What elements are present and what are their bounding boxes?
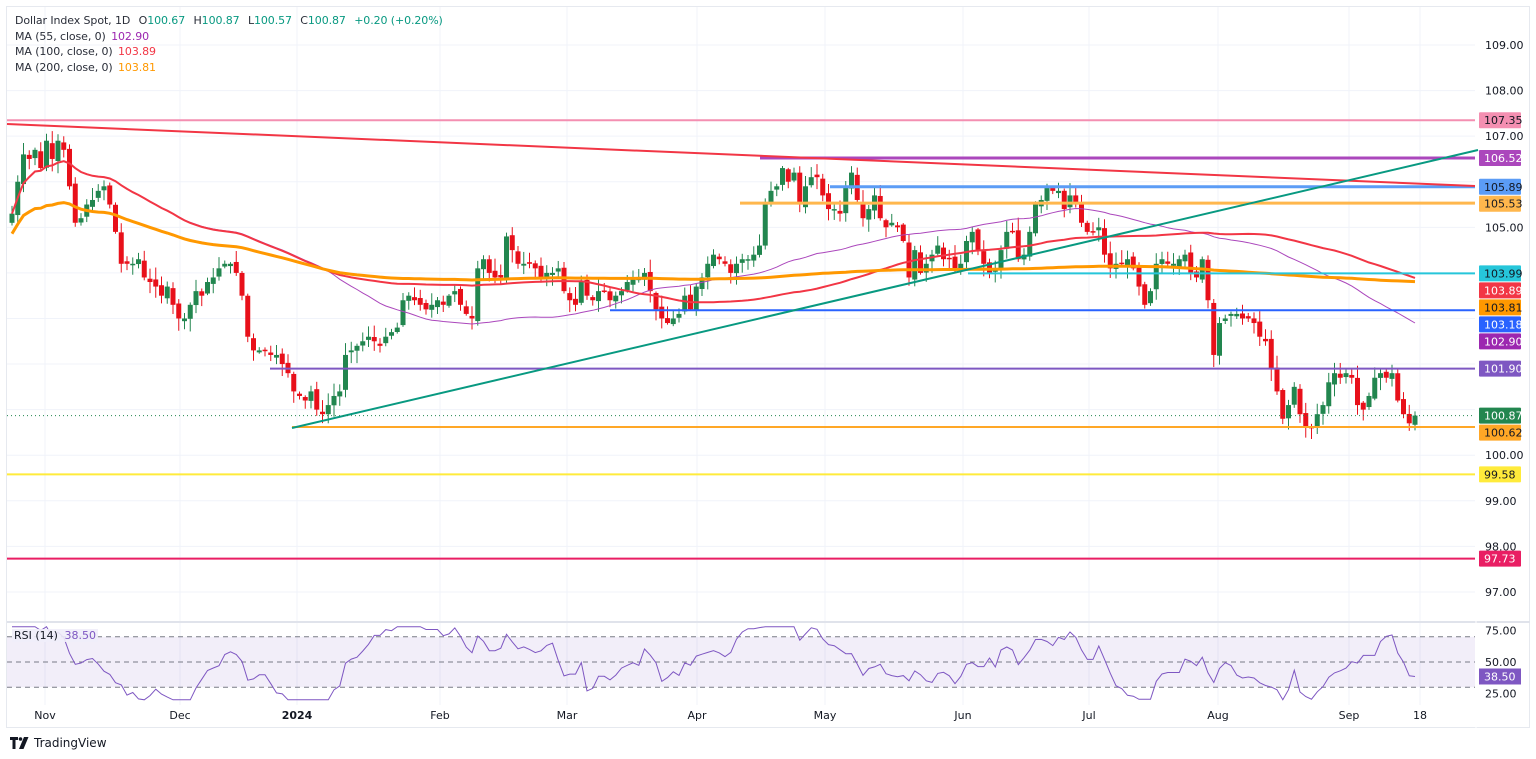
time-tick-label: 2024 [282, 709, 313, 722]
symbol-row: Dollar Index Spot, 1D O100.67 H100.87 L1… [15, 13, 443, 29]
price-tick-label: 108.00 [1485, 85, 1524, 98]
price-tag: 99.58 [1479, 466, 1521, 483]
svg-text:106.52: 106.52 [1484, 152, 1523, 165]
rsi-axis[interactable]: 75.00 50.00 25.00 38.50 [1479, 625, 1521, 701]
price-tick-label: 98.00 [1485, 540, 1517, 553]
svg-text:107.35: 107.35 [1484, 114, 1523, 127]
ohlc-close: C100.87 [300, 14, 346, 27]
svg-text:105.53: 105.53 [1484, 198, 1523, 211]
chart-frame [6, 6, 1530, 728]
indicator-label: MA (200, close, 0) [15, 60, 113, 74]
price-tag: 106.52 [1479, 150, 1523, 167]
price-tag: 103.18 [1479, 316, 1523, 333]
indicator-ma200[interactable]: MA (200, close, 0) 103.81 [15, 60, 443, 76]
time-tick-label: Feb [430, 709, 449, 722]
time-tick-label: May [814, 709, 837, 722]
price-tag: 103.81 [1479, 299, 1523, 316]
price-tick-label: 107.00 [1485, 130, 1524, 143]
time-tick-label: Apr [687, 709, 707, 722]
price-tick-label: 97.00 [1485, 586, 1517, 599]
price-tag: 100.62 [1479, 424, 1523, 441]
ascending-trendline[interactable] [291, 149, 1479, 429]
svg-text:100.87: 100.87 [1484, 410, 1523, 423]
indicator-value: 102.90 [111, 29, 150, 43]
price-tick-label: 99.00 [1485, 495, 1517, 508]
indicator-value: 103.89 [118, 45, 156, 58]
indicator-ma100[interactable]: MA (100, close, 0) 103.89 [15, 44, 443, 60]
price-tick-label: 105.00 [1485, 221, 1524, 234]
rsi-tick-label: 75.00 [1485, 625, 1517, 638]
time-tick-label: Nov [34, 709, 56, 722]
price-tag: 103.99 [1479, 265, 1523, 282]
svg-text:99.58: 99.58 [1484, 468, 1516, 481]
ohlc-high: H100.87 [193, 14, 240, 27]
price-tag: 103.89 [1479, 282, 1523, 299]
time-tick-label: 18 [1413, 709, 1427, 722]
grid [7, 7, 1475, 705]
svg-text:102.90: 102.90 [1484, 335, 1523, 348]
candles[interactable] [9, 131, 1418, 439]
time-tick-label: Mar [557, 709, 578, 722]
price-tag: 105.89 [1479, 178, 1523, 195]
indicator-ma55[interactable]: MA (55, close, 0) 102.90 [15, 29, 443, 45]
tradingview-logo-icon [10, 737, 29, 749]
descending-trendline[interactable] [6, 123, 1476, 187]
rsi-tick-label: 50.00 [1485, 656, 1517, 669]
price-tick-label: 109.00 [1485, 39, 1524, 52]
svg-text:101.90: 101.90 [1484, 363, 1523, 376]
rsi-legend[interactable]: RSI (14) 38.50 [12, 629, 98, 642]
time-tick-label: Jun [953, 709, 971, 722]
tradingview-name: TradingView [34, 736, 107, 750]
svg-text:103.89: 103.89 [1484, 284, 1523, 297]
rsi-value: 38.50 [64, 629, 96, 642]
time-tick-label: Sep [1339, 709, 1360, 722]
rsi-value-tag: 38.50 [1479, 668, 1521, 685]
ohlc-low: L100.57 [247, 14, 292, 27]
price-tag: 100.87 [1479, 407, 1523, 424]
price-axis[interactable]: 109.00 108.00 107.00 105.00 100.00 99.00 98.00… [1479, 39, 1524, 599]
price-tick-label: 100.00 [1485, 449, 1524, 462]
tradingview-logo[interactable]: TradingView [10, 736, 107, 750]
rsi-line[interactable] [12, 625, 1416, 701]
chart-legend: Dollar Index Spot, 1D O100.67 H100.87 L1… [15, 13, 443, 75]
svg-text:105.89: 105.89 [1484, 181, 1523, 194]
price-tag: 97.73 [1479, 550, 1521, 567]
svg-text:38.50: 38.50 [1484, 670, 1516, 683]
svg-text:100.62: 100.62 [1484, 427, 1523, 440]
symbol-title[interactable]: Dollar Index Spot, 1D [15, 14, 131, 27]
rsi-label: RSI (14) [14, 629, 58, 642]
indicator-label: MA (100, close, 0) [15, 45, 113, 58]
indicator-value: 103.81 [118, 60, 156, 74]
svg-text:103.99: 103.99 [1484, 267, 1523, 280]
svg-text:103.81: 103.81 [1484, 301, 1523, 314]
time-tick-label: Aug [1207, 709, 1228, 722]
price-tag: 105.53 [1479, 195, 1523, 212]
price-tag: 101.90 [1479, 360, 1523, 377]
indicator-label: MA (55, close, 0) [15, 29, 106, 43]
time-axis[interactable]: Nov Dec 2024 Feb Mar Apr May Jun Jul Aug Sep 18 [34, 709, 1427, 722]
price-tag: 107.35 [1479, 112, 1523, 129]
change-value: +0.20 (+0.20%) [354, 14, 443, 27]
rsi-tick-label: 25.00 [1485, 688, 1517, 701]
time-tick-label: Dec [169, 709, 190, 722]
ma100-line[interactable] [11, 160, 1416, 304]
ma200-line[interactable] [10, 201, 1416, 284]
time-tick-label: Jul [1081, 709, 1095, 722]
svg-text:103.18: 103.18 [1484, 318, 1523, 331]
price-tag: 102.90 [1479, 333, 1523, 350]
svg-text:97.73: 97.73 [1484, 553, 1516, 566]
ohlc-open: O100.67 [138, 14, 186, 27]
